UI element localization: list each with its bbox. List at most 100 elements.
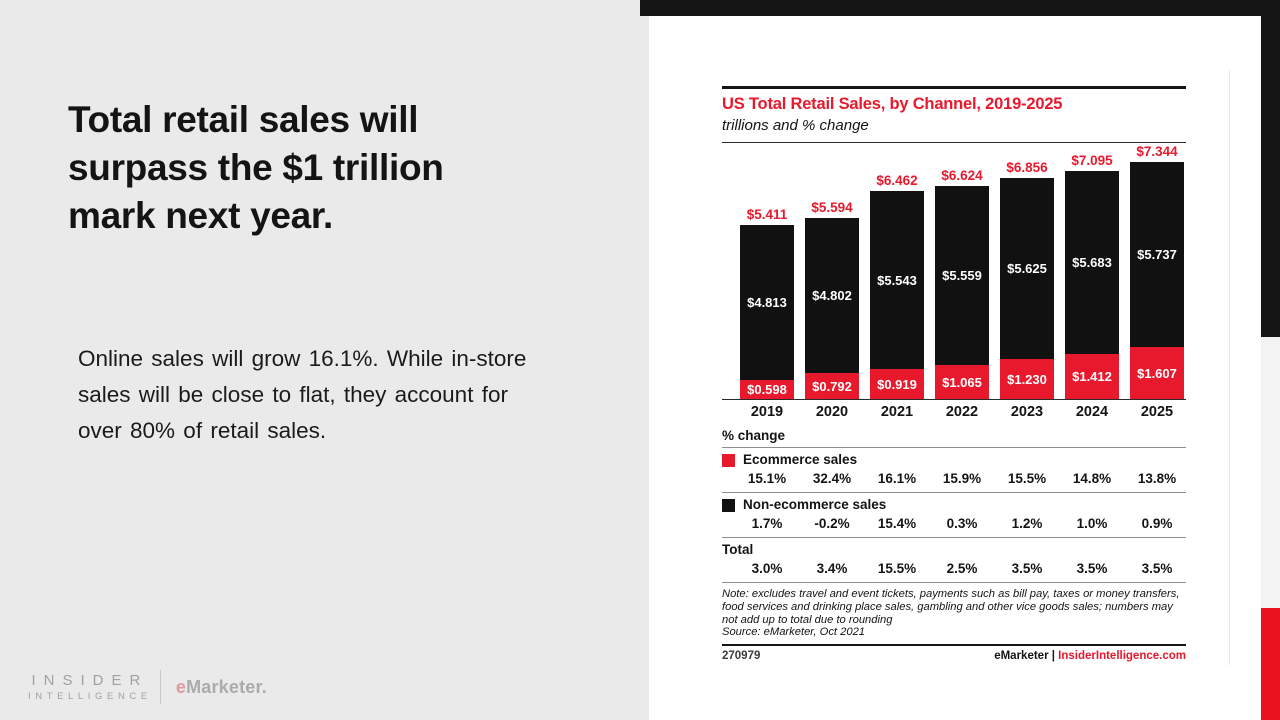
pct-value: 15.9%: [942, 471, 982, 486]
x-axis-label: 2021: [880, 404, 914, 420]
pct-value: 16.1%: [877, 471, 917, 486]
pct-change-table: Ecommerce sales 15.1% 32.4% 16.1% 15.9% 15.5%…: [722, 447, 1186, 582]
bar-total-label: $5.594: [811, 200, 853, 215]
bar-chart-plot: $5.411 $4.813 $0.598 $5.594 $4.802 $0.792 $6.4…: [722, 143, 1186, 400]
pct-value: 3.5%: [1076, 561, 1108, 576]
bar-2019: $5.411 $4.813 $0.598: [740, 207, 794, 399]
pct-value: 15.5%: [1007, 471, 1047, 486]
non-ecommerce-segment: $4.802: [805, 218, 859, 373]
x-axis-label: 2023: [1010, 404, 1044, 420]
body-line: over 80% of retail sales.: [78, 418, 327, 443]
chart-subtitle: trillions and % change: [722, 117, 1186, 143]
pct-value: 15.4%: [877, 516, 917, 531]
segment-value-label: $0.792: [812, 378, 852, 394]
emarketer-logo: eMarketer.: [176, 677, 267, 698]
chart-brand-url: InsiderIntelligence.com: [1058, 650, 1186, 663]
pct-value: 1.0%: [1076, 516, 1108, 531]
segment-value-label: $5.737: [1137, 247, 1177, 262]
ecommerce-segment: $1.065: [935, 365, 989, 399]
pct-value: -0.2%: [814, 516, 850, 531]
insider-logo-text: INSIDER: [31, 672, 149, 689]
non-ecommerce-segment: $5.559: [935, 186, 989, 365]
note-line: Note: excludes travel and event tickets,…: [722, 588, 1180, 600]
ecommerce-segment: $1.607: [1130, 347, 1184, 399]
ecommerce-segment: $0.598: [740, 380, 794, 399]
ecommerce-segment: $0.792: [805, 373, 859, 399]
bar-total-label: $7.095: [1071, 153, 1113, 168]
note-source-line: Source: eMarketer, Oct 2021: [722, 626, 866, 639]
title-line: Total retail sales will: [68, 99, 419, 140]
right-edge-black-strip: [1261, 0, 1280, 337]
pct-group-header: Non-ecommerce sales: [722, 497, 1186, 513]
segment-value-label: $5.559: [942, 268, 982, 283]
bar-2023: $6.856 $5.625 $1.230: [1000, 160, 1054, 399]
x-axis-label: 2024: [1075, 404, 1109, 420]
bar-2024: $7.095 $5.683 $1.412: [1065, 153, 1119, 399]
pct-value: 3.5%: [1141, 561, 1173, 576]
emarketer-logo-e: e: [175, 676, 187, 697]
pct-value: 3.4%: [816, 561, 848, 576]
x-axis-label: 2019: [750, 404, 784, 420]
pct-values-row: 3.0% 3.4% 15.5% 2.5% 3.5% 3.5% 3.5%: [722, 561, 1186, 577]
segment-value-label: $1.607: [1137, 365, 1177, 381]
segment-value-label: $1.412: [1072, 369, 1112, 384]
insider-intelligence-logo: INSIDER INTELLIGENCE: [28, 672, 152, 702]
body-line: sales will be close to flat, they accoun…: [78, 382, 508, 407]
content-edge-line: [1229, 70, 1230, 665]
bar-total-label: $5.411: [746, 207, 788, 222]
pct-value: 2.5%: [946, 561, 978, 576]
chart-note: Note: excludes travel and event tickets,…: [722, 582, 1186, 644]
chart-title: US Total Retail Sales, by Channel, 2019-…: [722, 95, 1063, 113]
chart-id: 270979: [722, 650, 761, 663]
body-text: Online sales will grow 16.1%. While in-s…: [78, 341, 526, 449]
segment-value-label: $4.813: [747, 295, 787, 310]
title-line: mark next year.: [68, 195, 333, 236]
right-edge-gray-strip: [1261, 337, 1280, 608]
segment-value-label: $0.919: [877, 376, 917, 392]
non-ecommerce-segment: $4.813: [740, 225, 794, 380]
pct-group-ecommerce-sales: Ecommerce sales 15.1% 32.4% 16.1% 15.9% 15.5%…: [722, 447, 1186, 492]
bar-2025: $7.344 $5.737 $1.607: [1130, 144, 1184, 399]
bar-total-label: $7.344: [1136, 144, 1178, 159]
slide-left-panel: Total retail sales will surpass the $1 t…: [0, 0, 649, 720]
pct-change-heading: % change: [722, 428, 786, 443]
segment-value-label: $5.683: [1072, 255, 1112, 270]
segment-value-label: $5.625: [1007, 261, 1047, 276]
title-line: surpass the $1 trillion: [68, 147, 444, 188]
pct-value: 3.0%: [751, 561, 783, 576]
segment-value-label: $5.543: [877, 272, 917, 288]
body-line: Online sales will grow 16.1%. While in-s…: [78, 346, 527, 371]
pct-group-name: Total: [722, 542, 754, 557]
legend-swatch-icon: [722, 453, 735, 467]
ecommerce-segment: $0.919: [870, 369, 924, 399]
legend-swatch-icon: [722, 498, 735, 512]
bar-2021: $6.462 $5.543 $0.919: [870, 173, 924, 399]
intelligence-logo-text: INTELLIGENCE: [28, 691, 152, 702]
pct-group-header: Ecommerce sales: [722, 452, 1186, 468]
footer-logos: INSIDER INTELLIGENCE eMarketer.: [28, 670, 267, 704]
pct-group-header: Total: [722, 542, 1186, 558]
pct-values-row: 15.1% 32.4% 16.1% 15.9% 15.5% 14.8% 13.8%: [722, 471, 1186, 487]
bar-2020: $5.594 $4.802 $0.792: [805, 200, 859, 399]
segment-value-label: $1.065: [942, 374, 982, 390]
note-line: not add up to total due to rounding: [722, 613, 893, 626]
non-ecommerce-segment: $5.683: [1065, 171, 1119, 354]
pct-group-name: Non-ecommerce sales: [743, 497, 887, 512]
pct-value: 1.7%: [751, 516, 783, 531]
top-black-band: [640, 0, 1280, 16]
pct-group-total: Total 3.0% 3.4% 15.5% 2.5% 3.5% 3.5% 3.5%: [722, 537, 1186, 582]
pct-values-row: 1.7% -0.2% 15.4% 0.3% 1.2% 1.0% 0.9%: [722, 516, 1186, 532]
logo-divider: [159, 670, 161, 704]
pct-value: 32.4%: [812, 471, 852, 486]
ecommerce-segment: $1.412: [1065, 354, 1119, 399]
chart-brand: eMarketer | InsiderIntelligence.com: [994, 650, 1186, 662]
page-title: Total retail sales will surpass the $1 t…: [68, 96, 444, 240]
emarketer-chart: US Total Retail Sales, by Channel, 2019-…: [722, 86, 1186, 662]
chart-brand-emarketer: eMarketer |: [994, 650, 1055, 663]
emarketer-logo-rest: Marketer.: [186, 676, 267, 697]
segment-value-label: $1.230: [1007, 371, 1047, 387]
pct-value: 3.5%: [1011, 561, 1043, 576]
bar-total-label: $6.462: [876, 173, 918, 188]
x-axis-label: 2025: [1140, 404, 1174, 420]
segment-value-label: $4.802: [812, 288, 852, 303]
